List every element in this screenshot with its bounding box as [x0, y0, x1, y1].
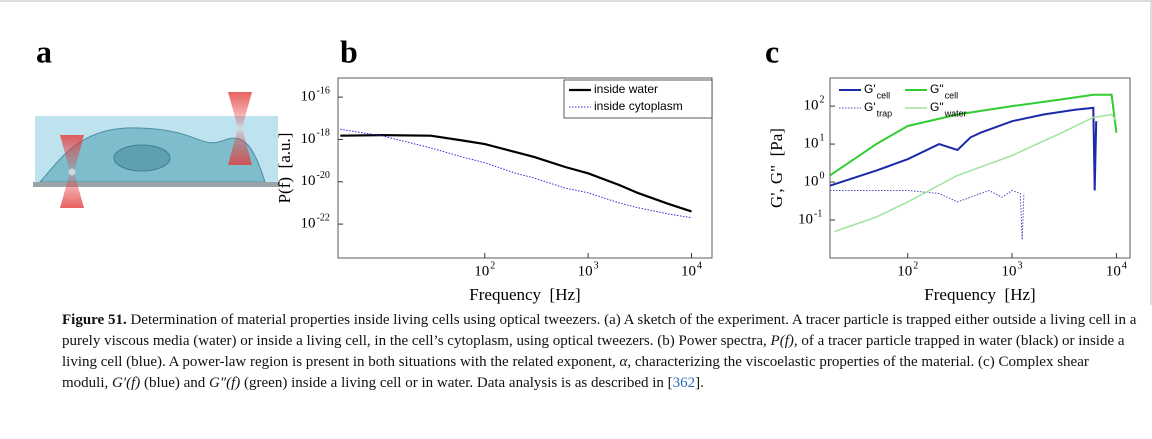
tick-exponent: 3 — [594, 260, 599, 271]
tick-label: 10 — [301, 216, 316, 232]
particle — [236, 124, 244, 132]
tick-label: 10 — [804, 173, 819, 189]
plot-frame — [829, 77, 1131, 259]
plot-area — [830, 93, 1118, 240]
legend-subscript: trap — [877, 108, 893, 118]
caption-text: , of a tracer particle trapped in water … — [62, 333, 1125, 370]
tick-label: 10 — [798, 211, 813, 227]
nucleus — [113, 144, 171, 172]
data-line — [340, 128, 692, 219]
tick-exponent: 2 — [913, 260, 918, 271]
legend-subscript: water — [944, 108, 967, 118]
legend-box — [563, 79, 713, 119]
legend-subscript: cell — [877, 90, 891, 100]
caption: Figure 51. Determination of material pro… — [62, 310, 1137, 394]
tick-label: 10 — [301, 89, 316, 105]
panel-label: a — [36, 33, 52, 69]
tick-exponent: -20 — [317, 170, 330, 181]
caption-text: ]. — [695, 375, 704, 391]
tick-exponent: 4 — [697, 260, 702, 271]
data-line — [830, 93, 1118, 177]
sketch — [33, 92, 280, 208]
tick-label: 10 — [804, 98, 819, 114]
caption-text[interactable]: 362 — [672, 375, 696, 391]
x-axis-label: Frequency [Hz] — [469, 285, 580, 304]
tick-exponent: 0 — [820, 170, 825, 181]
y-axis-label: P(f) [a.u.] — [275, 133, 294, 204]
tick-label: 10 — [301, 131, 316, 147]
tick-label: 10 — [578, 263, 593, 279]
caption-text: , characterizing the viscoelastic proper… — [62, 354, 1089, 391]
legend-subscript: cell — [945, 90, 959, 100]
particle — [68, 168, 76, 176]
x-axis-label: Frequency [Hz] — [924, 285, 1035, 304]
caption-text: (blue) and — [140, 375, 210, 391]
tick-label: 10 — [804, 136, 819, 152]
legend-label: G' — [864, 100, 876, 114]
caption-text: G′(f) — [112, 375, 141, 391]
tick-exponent: 4 — [1122, 260, 1127, 271]
tick-exponent: 2 — [820, 94, 825, 105]
tick-label: 10 — [897, 263, 912, 279]
legend-label: G' — [864, 82, 876, 96]
panel-label: b — [340, 33, 358, 69]
tick-label: 10 — [1106, 263, 1121, 279]
panel-label: c — [765, 33, 779, 69]
tick-exponent: 3 — [1018, 260, 1023, 271]
legend-label: inside water — [594, 82, 658, 96]
caption-text: Determination of material properties ins… — [62, 312, 1137, 349]
caption-text: P(f) — [770, 333, 794, 349]
legend-label: inside cytoplasm — [594, 99, 683, 113]
slide — [33, 182, 280, 187]
data-line — [830, 189, 1025, 240]
legend-label: G" — [930, 82, 944, 96]
caption-text: (green) inside a living cell or in water… — [240, 375, 673, 391]
tick-exponent: -1 — [814, 208, 822, 219]
data-line — [830, 106, 1098, 191]
tick-exponent: -16 — [317, 85, 330, 96]
tick-label: 10 — [1002, 263, 1017, 279]
caption-text: α — [619, 354, 628, 370]
tick-exponent: 1 — [820, 132, 825, 143]
data-line — [340, 133, 692, 213]
caption-text: G″(f) — [209, 375, 241, 391]
tick-label: 10 — [474, 263, 489, 279]
tick-exponent: -22 — [317, 212, 330, 223]
plot-area — [340, 128, 692, 219]
tick-exponent: -18 — [317, 128, 330, 139]
tick-label: 10 — [681, 263, 696, 279]
legend-label: G" — [930, 100, 944, 114]
plot-frame — [337, 77, 713, 259]
tick-label: 10 — [301, 173, 316, 189]
tick-exponent: 2 — [490, 260, 495, 271]
data-line — [834, 113, 1118, 233]
y-axis-label: G', G" [Pa] — [767, 128, 786, 208]
caption-text: Figure 51. — [62, 312, 127, 328]
